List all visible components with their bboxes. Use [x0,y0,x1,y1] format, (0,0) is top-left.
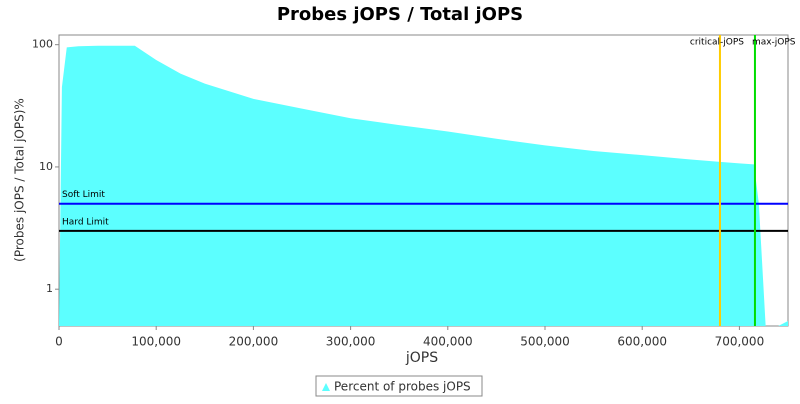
threshold-label: Soft Limit [62,190,105,200]
x-tick-label: 400,000 [423,335,473,349]
y-tick-label: 100 [32,38,53,51]
y-tick-label: 10 [39,160,53,173]
x-tick-label: 200,000 [229,335,279,349]
marker-label: max-jOPS [752,38,796,48]
x-tick-label: 100,000 [131,335,181,349]
area [59,45,788,326]
threshold-label: Hard Limit [62,217,109,227]
legend-swatch [322,383,330,391]
legend-label: Percent of probes jOPS [334,380,471,394]
chart-title: Probes jOPS / Total jOPS [277,4,523,25]
marker-label: critical-jOPS [690,38,744,48]
x-tick-label: 300,000 [326,335,376,349]
x-axis-label: jOPS [405,350,438,366]
y-axis-label: (Probes jOPS / Total jOPS)% [13,98,27,262]
x-tick-label: 700,000 [715,335,765,349]
x-tick-label: 600,000 [617,335,667,349]
x-tick-label: 500,000 [520,335,570,349]
legend-box [315,375,483,397]
x-tick-label: 0 [55,335,63,349]
y-tick-label: 1 [46,282,53,295]
